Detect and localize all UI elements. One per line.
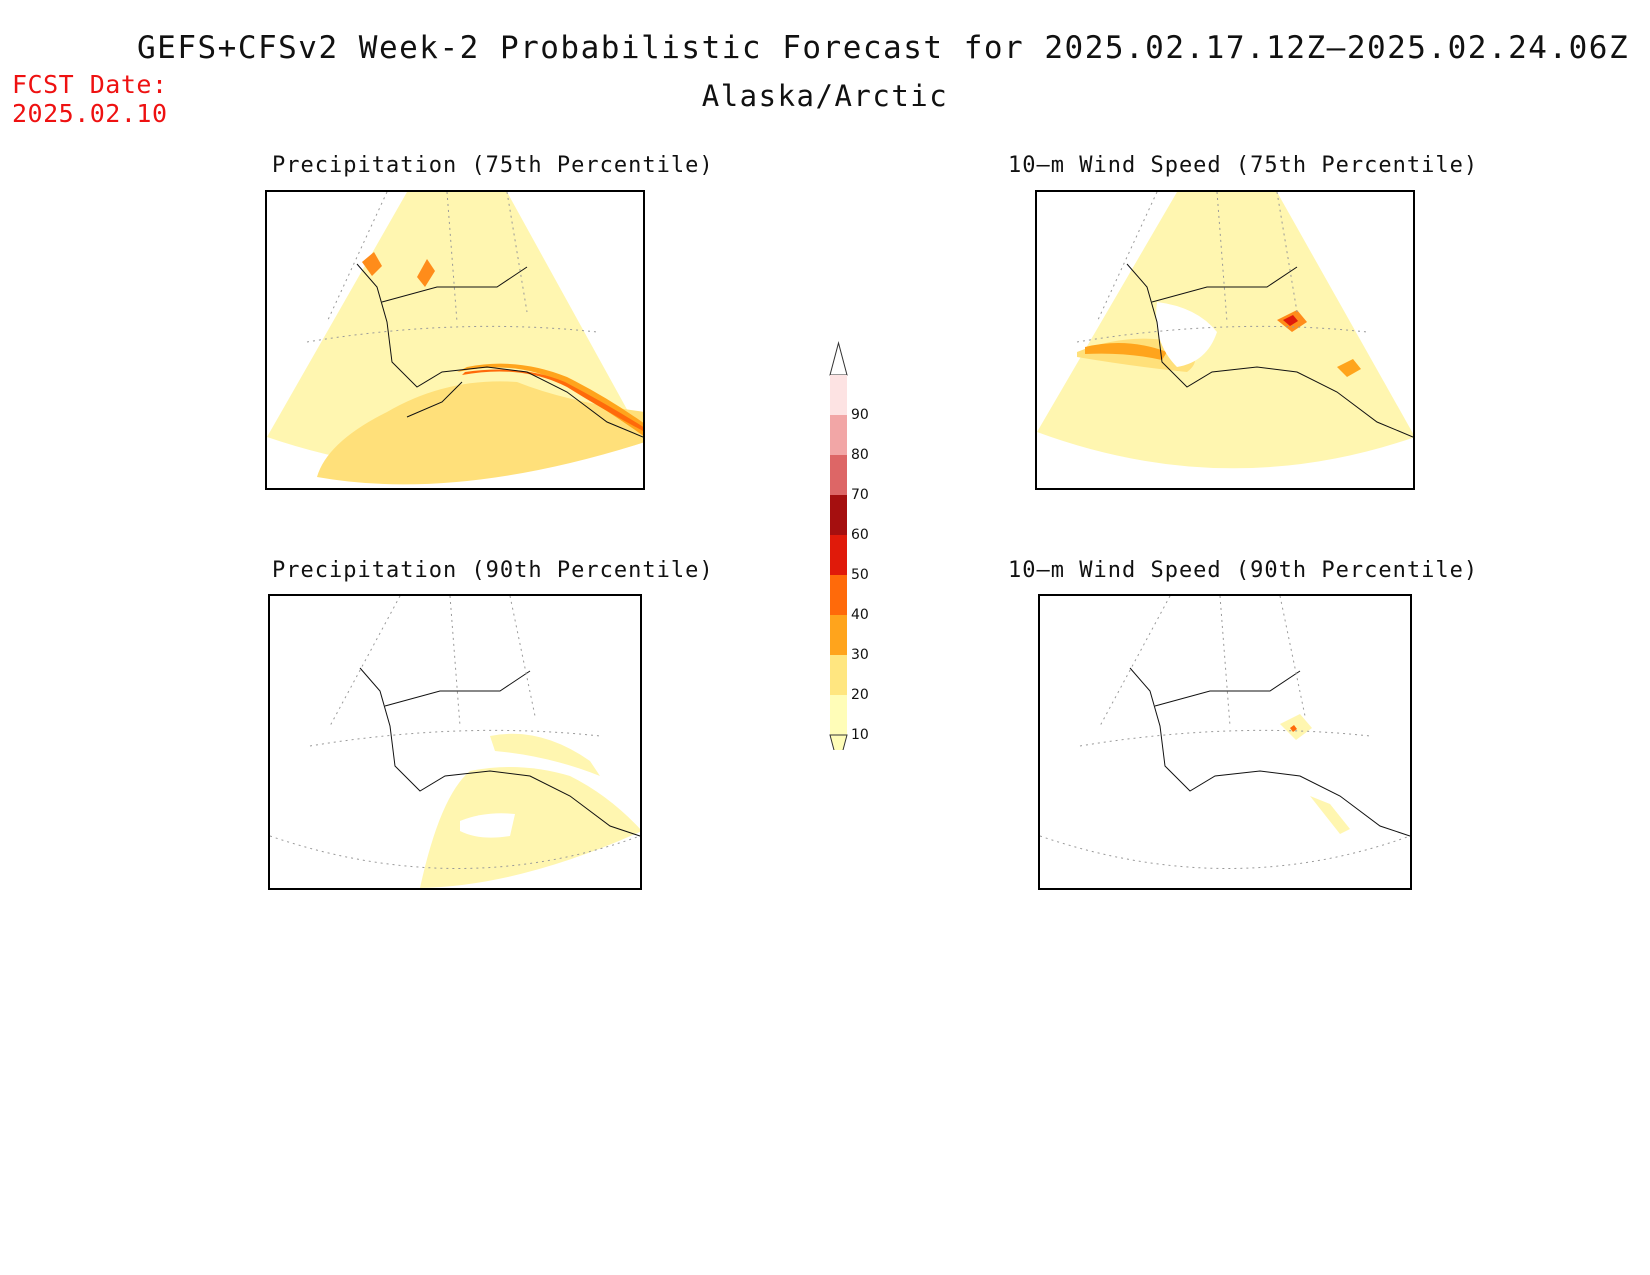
map-precip-90: [268, 594, 642, 890]
legend-swatch: [830, 695, 847, 735]
probability-fill-10: [1310, 796, 1350, 834]
legend-swatch: [830, 415, 847, 455]
coastline: [1126, 263, 1413, 438]
probability-fill-10: [420, 767, 640, 888]
legend-swatch: [830, 375, 847, 415]
map-precip-75: [265, 190, 645, 490]
map-wind-75-svg: [1037, 192, 1413, 469]
probability-fill-10: [1280, 714, 1312, 740]
legend-tick-label: 80: [851, 447, 869, 463]
legend-swatch: [830, 455, 847, 495]
fcst-date-value: 2025.02.10: [12, 99, 168, 128]
graticule: [1040, 596, 1410, 869]
panel-title-precip-75: Precipitation (75th Percentile): [272, 153, 714, 178]
color-legend: 10 20 30 40 50 60 70 80 90: [800, 330, 880, 769]
map-precip-90-svg: [270, 596, 640, 888]
legend-tick-label: 20: [851, 687, 869, 703]
legend-swatch: [830, 535, 847, 575]
coastline: [381, 266, 528, 303]
legend-swatch: [830, 575, 847, 615]
map-wind-90: [1038, 594, 1412, 890]
coastline: [356, 263, 643, 438]
probability-patch: [362, 252, 382, 276]
coastline: [1129, 667, 1410, 837]
legend-top-arrow: [829, 341, 848, 376]
probability-fill-30: [1085, 343, 1167, 360]
panel-title-precip-90: Precipitation (90th Percentile): [272, 558, 714, 583]
coastline: [406, 381, 463, 418]
chart-subtitle: Alaska/Arctic: [701, 79, 949, 113]
coastline: [1154, 670, 1301, 707]
fcst-date-label: FCST Date:: [12, 70, 168, 99]
coastline: [1151, 266, 1298, 303]
legend-tick-label: 40: [851, 607, 869, 623]
probability-fill-20: [317, 381, 643, 485]
panel-title-wind-90: 10–m Wind Speed (90th Percentile): [1008, 558, 1479, 583]
legend-tick-label: 30: [851, 647, 869, 663]
probability-fill-10: [1037, 192, 1413, 469]
legend-svg: 10 20 30 40 50 60 70 80 90: [829, 341, 869, 769]
legend-swatch: [830, 655, 847, 695]
legend-tick-label: 70: [851, 487, 869, 503]
probability-gap: [460, 813, 515, 838]
coastline: [384, 670, 531, 707]
legend-tick-label: 50: [851, 567, 869, 583]
coastline: [359, 667, 640, 837]
forecast-date-block: FCST Date: 2025.02.10: [12, 70, 168, 128]
legend-tick-label: 60: [851, 527, 869, 543]
probability-patch: [1290, 725, 1297, 732]
legend-tick-label: 90: [851, 407, 869, 423]
map-wind-75: [1035, 190, 1415, 490]
probability-patch: [1283, 315, 1298, 326]
legend-bottom-arrow: [829, 734, 848, 769]
probability-fill-30: [457, 363, 643, 436]
probability-patch: [417, 259, 435, 287]
map-precip-75-svg: [267, 192, 643, 485]
title-text: GEFS+CFSv2 Week-2 Probabilistic Forecast…: [137, 30, 1630, 66]
legend-swatch: [830, 615, 847, 655]
panel-title-wind-75: 10–m Wind Speed (75th Percentile): [1008, 153, 1479, 178]
legend-tick-label: 10: [851, 727, 869, 743]
probability-patch: [1337, 359, 1361, 377]
probability-fill-10: [490, 733, 600, 776]
graticule: [270, 596, 640, 869]
legend-swatch: [830, 495, 847, 535]
probability-gap: [1156, 302, 1217, 367]
map-wind-90-svg: [1040, 596, 1410, 869]
